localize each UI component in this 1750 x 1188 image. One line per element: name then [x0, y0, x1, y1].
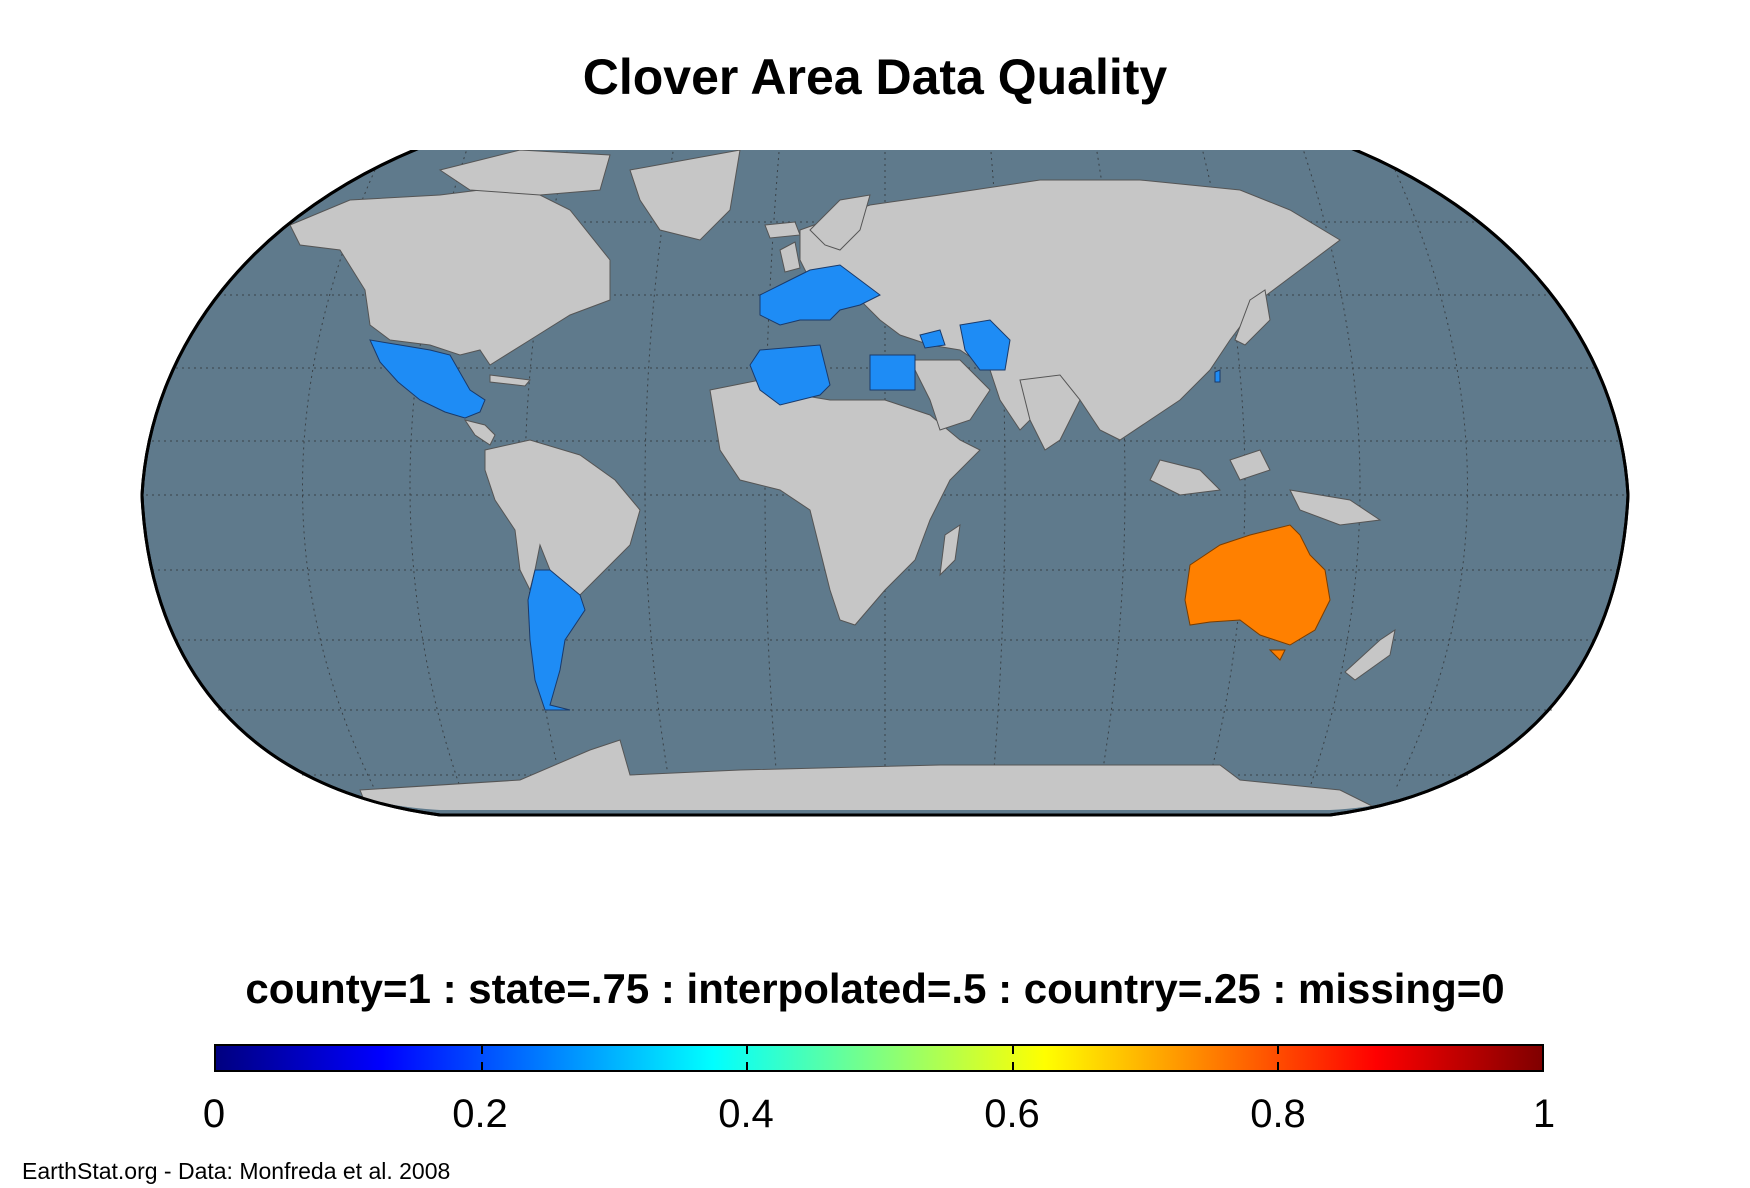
legend-label: county=1 : state=.75 : interpolated=.5 :…: [245, 965, 1505, 1012]
colorbar-tick: [1011, 1046, 1014, 1054]
africa: [709, 379, 981, 626]
region-argentina: [527, 569, 586, 711]
region-iran: [959, 319, 1011, 371]
colorbar-tick-label: 0.6: [984, 1092, 1040, 1136]
map-title: Clover Area Data Quality: [582, 49, 1168, 105]
colorbar-tick: [1276, 1046, 1279, 1054]
world-map: [140, 150, 1630, 920]
colorbar-tick: [1011, 1062, 1014, 1070]
colorbar-tick: [481, 1046, 484, 1054]
land-missing: [289, 150, 1396, 810]
greenland: [629, 150, 741, 241]
colorbar-tick-label: 0: [202, 1092, 226, 1136]
colorbar-tick: [481, 1062, 484, 1070]
region-egypt: [869, 354, 916, 391]
region-western-europe: [759, 264, 881, 326]
colorbar-tick-label: 0.2: [452, 1092, 508, 1136]
colorbar-tick-label: 0.8: [1250, 1092, 1306, 1136]
colorbar-tick: [746, 1046, 749, 1054]
region-australia: [1184, 524, 1331, 646]
eurasia: [799, 179, 1341, 441]
colorbar-tick-label: 0.4: [718, 1092, 774, 1136]
region-syria: [919, 329, 946, 349]
colorbar-tick: [1276, 1062, 1279, 1070]
antarctica: [359, 739, 1391, 810]
colorbar-tick: [746, 1062, 749, 1070]
region-mexico: [369, 339, 486, 419]
region-taiwan: [1214, 369, 1221, 383]
colorbar-tick-label: 1: [1532, 1092, 1556, 1136]
globe-outline: [140, 150, 1630, 817]
region-algeria: [749, 344, 831, 406]
colorbar: [214, 1044, 1544, 1072]
land-country-level: [369, 264, 1221, 711]
credit-text: EarthStat.org - Data: Monfreda et al. 20…: [22, 1158, 451, 1184]
land-state-level: [1184, 524, 1331, 661]
